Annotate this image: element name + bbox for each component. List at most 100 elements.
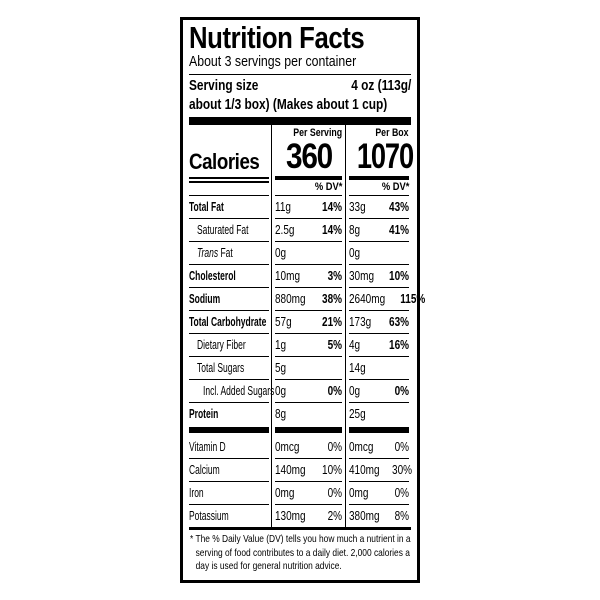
nutrient-name-text: Cholesterol bbox=[189, 269, 236, 283]
calories-double-rule bbox=[189, 177, 269, 183]
nutrient-dv-percent: 30% bbox=[392, 463, 413, 477]
dv-header-serving: % DV* bbox=[314, 181, 342, 193]
nutrient-box-rows: 33g 43% 8g 41% 0g 30mg 10% 2640mg 115% 173g 63% 4g 1… bbox=[349, 195, 425, 425]
calories-per-box-value: 1070 bbox=[356, 137, 414, 176]
nutrient-amount: 11g bbox=[275, 200, 291, 214]
vitamin-row-name: Iron bbox=[189, 481, 269, 504]
nutrient-amount: 0g bbox=[349, 246, 361, 260]
nutrient-amount: 0mg bbox=[349, 486, 369, 500]
vitamin-row-box: 380mg 8% bbox=[349, 504, 409, 527]
nutrient-row-serving: 0g 0% bbox=[275, 379, 342, 402]
nutrient-row-serving: 10mg 3% bbox=[275, 264, 342, 287]
nutrient-amount: 57g bbox=[275, 315, 292, 329]
nutrient-dv-percent: 21% bbox=[321, 315, 342, 329]
nutrient-amount: 0g bbox=[349, 384, 361, 398]
nutrient-dv-percent: 8% bbox=[394, 509, 409, 523]
servings-per-container: About 3 servings per container bbox=[189, 53, 411, 75]
calories-name-block: Calories bbox=[189, 125, 269, 195]
nutrient-dv-percent: 0% bbox=[394, 439, 409, 454]
nutrient-dv-percent: 115% bbox=[400, 292, 426, 306]
vitamin-name-rows: Vitamin D Calcium Iron Potassium bbox=[189, 435, 269, 527]
nutrient-name-text: Sodium bbox=[189, 292, 221, 306]
nutrient-amount: 0mg bbox=[275, 486, 295, 500]
vitamin-row-box: 410mg 30% bbox=[349, 458, 413, 481]
nutrient-amount: 410mg bbox=[349, 463, 380, 477]
nutrient-dv-percent: 0% bbox=[327, 384, 342, 398]
nutrient-amount: 0mcg bbox=[349, 439, 374, 454]
nutrient-row-serving: 2.5g 14% bbox=[275, 218, 342, 241]
per-serving-column: Per Serving 360 % DV* 11g 14% 2.5g 14% 0g 10m… bbox=[271, 125, 345, 527]
nutrient-row-name: Sodium bbox=[189, 287, 269, 310]
nutrient-row-serving: 8g bbox=[275, 402, 342, 425]
nutrient-name-text: Total Fat bbox=[189, 200, 224, 214]
nutrient-dv-percent: 0% bbox=[327, 439, 342, 454]
nutrient-name-text: Iron bbox=[189, 486, 204, 500]
nutrient-amount: 130mg bbox=[275, 509, 306, 523]
nutrient-amount: 30mg bbox=[349, 269, 375, 283]
nutrient-dv-percent: 2% bbox=[327, 509, 342, 523]
vitamin-row-name: Vitamin D bbox=[189, 435, 269, 458]
nutrient-dv-percent: 10% bbox=[321, 463, 342, 477]
nutrient-dv-percent: 10% bbox=[388, 269, 409, 283]
serving-size-value: 4 oz (113g/ bbox=[350, 78, 411, 94]
nutrient-row-box: 8g 41% bbox=[349, 218, 409, 241]
nutrient-dv-percent: 63% bbox=[388, 315, 409, 329]
nutrient-row-name: Protein bbox=[189, 402, 269, 425]
calories-per-serving-block: Per Serving 360 % DV* bbox=[275, 125, 342, 195]
calories-rule-serving bbox=[275, 176, 342, 180]
nutrient-dv-percent: 41% bbox=[388, 223, 409, 237]
nutrient-dv-percent: 16% bbox=[388, 338, 409, 352]
nutrient-dv-percent: 43% bbox=[388, 200, 409, 214]
nutrient-row-name: Total Fat bbox=[189, 195, 269, 218]
header-separator-bar bbox=[189, 117, 411, 125]
nutrition-title-text: Nutrition Facts bbox=[189, 20, 365, 55]
vitamin-row-box: 0mg 0% bbox=[349, 481, 409, 504]
serving-size-row: Serving size 4 oz (113g/ bbox=[189, 75, 411, 96]
nutrient-name-text: Calcium bbox=[189, 463, 220, 477]
vitamin-row-serving: 130mg 2% bbox=[275, 504, 342, 527]
vitamin-box-rows: 0mcg 0% 410mg 30% 0mg 0% 380mg 8% bbox=[349, 435, 413, 527]
vitamin-row-box: 0mcg 0% bbox=[349, 435, 409, 458]
nutrient-amount: 880mg bbox=[275, 292, 306, 306]
nutrient-row-box: 33g 43% bbox=[349, 195, 409, 218]
nutrient-amount: 380mg bbox=[349, 509, 380, 523]
nutrient-row-serving: 1g 5% bbox=[275, 333, 342, 356]
nutrient-amount: 0g bbox=[275, 384, 287, 398]
nutrient-dv-percent: 14% bbox=[321, 200, 342, 214]
nutrient-row-box: 173g 63% bbox=[349, 310, 409, 333]
nutrient-amount: 0mcg bbox=[275, 439, 300, 454]
separator-bar-box bbox=[349, 425, 409, 435]
nutrient-row-box: 25g bbox=[349, 402, 409, 425]
nutrient-row-name: Total Carbohydrate bbox=[189, 310, 269, 333]
footnote-box: * The % Daily Value (DV) tells you how m… bbox=[189, 527, 411, 574]
vitamin-row-serving: 140mg 10% bbox=[275, 458, 342, 481]
nutrient-dv-percent: 0% bbox=[394, 486, 409, 500]
nutrient-amount: 5g bbox=[275, 361, 287, 375]
vitamin-serving-rows: 0mcg 0% 140mg 10% 0mg 0% 130mg 2% bbox=[275, 435, 342, 527]
separator-bar-serving bbox=[275, 425, 342, 435]
nutrient-name-text: Saturated Fat bbox=[197, 223, 249, 237]
calories-per-box-block: Per Box 1070 % DV* bbox=[349, 125, 414, 195]
per-box-header: Per Box bbox=[375, 127, 409, 139]
nutrient-name-text: Total Carbohydrate bbox=[189, 315, 267, 329]
nutrient-dv-percent: 0% bbox=[394, 384, 409, 398]
vitamin-row-serving: 0mcg 0% bbox=[275, 435, 342, 458]
nutrient-serving-rows: 11g 14% 2.5g 14% 0g 10mg 3% 880mg 38% 57g 21% 1g 5% 5… bbox=[275, 195, 342, 425]
nutrient-amount: 2640mg bbox=[349, 292, 386, 306]
nutrient-amount: 8g bbox=[275, 407, 287, 421]
nutrient-row-name: Total Sugars bbox=[189, 356, 269, 379]
nutrient-amount: 4g bbox=[349, 338, 361, 352]
nutrient-dv-percent: 3% bbox=[327, 269, 342, 283]
nutrient-row-name: Cholesterol bbox=[189, 264, 269, 287]
serving-size-value-line2: about 1/3 box) (Makes about 1 cup) bbox=[189, 97, 388, 113]
nutrient-amount: 0g bbox=[275, 246, 287, 260]
nutrient-name-text: Dietary Fiber bbox=[197, 338, 246, 352]
nutrient-name-text: Vitamin D bbox=[189, 439, 226, 454]
dv-header-box: % DV* bbox=[381, 181, 409, 193]
nutrient-row-serving: 880mg 38% bbox=[275, 287, 342, 310]
serving-size-label: Serving size bbox=[189, 78, 259, 94]
nutrient-name-text: Fat bbox=[220, 246, 233, 260]
vitamin-row-name: Potassium bbox=[189, 504, 269, 527]
nutrient-row-serving: 5g bbox=[275, 356, 342, 379]
nutrient-amount: 8g bbox=[349, 223, 361, 237]
